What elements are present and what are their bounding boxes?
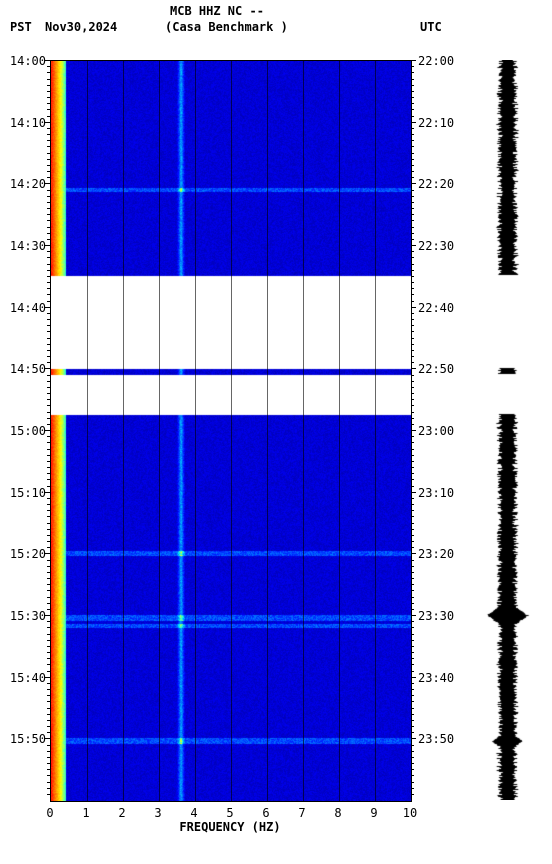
x-tick-label: 10 (403, 806, 417, 820)
y-left-tick-label: 14:20 (10, 177, 46, 191)
y-left-tick-label: 14:00 (10, 54, 46, 68)
x-axis-label: FREQUENCY (HZ) (50, 820, 410, 834)
y-right-tick-label: 23:20 (418, 547, 454, 561)
x-tick-label: 1 (82, 806, 89, 820)
y-axis-right: 22:0022:1022:2022:3022:4022:5023:0023:10… (418, 60, 460, 800)
y-right-tick-label: 23:40 (418, 671, 454, 685)
y-right-tick-label: 23:50 (418, 732, 454, 746)
x-tick-label: 8 (334, 806, 341, 820)
y-left-tick-label: 15:30 (10, 609, 46, 623)
x-tick-label: 0 (46, 806, 53, 820)
y-left-tick-label: 15:20 (10, 547, 46, 561)
y-left-tick-label: 15:00 (10, 424, 46, 438)
waveform-trace (485, 60, 530, 800)
y-right-tick-label: 22:20 (418, 177, 454, 191)
date-label: Nov30,2024 (45, 20, 117, 34)
spectrogram-plot (50, 60, 412, 802)
x-tick-label: 3 (154, 806, 161, 820)
chart-title: MCB HHZ NC -- (170, 4, 264, 18)
y-left-tick-label: 14:50 (10, 362, 46, 376)
y-right-tick-label: 23:00 (418, 424, 454, 438)
y-right-tick-label: 22:40 (418, 301, 454, 315)
y-left-tick-label: 15:40 (10, 671, 46, 685)
y-right-tick-label: 22:00 (418, 54, 454, 68)
x-tick-label: 4 (190, 806, 197, 820)
y-right-tick-label: 23:30 (418, 609, 454, 623)
y-left-tick-label: 14:40 (10, 301, 46, 315)
y-axis-left: 14:0014:1014:2014:3014:4014:5015:0015:10… (4, 60, 46, 800)
y-right-tick-label: 22:10 (418, 116, 454, 130)
x-tick-label: 7 (298, 806, 305, 820)
x-tick-label: 9 (370, 806, 377, 820)
right-timezone-label: UTC (420, 20, 442, 34)
y-left-tick-label: 15:10 (10, 486, 46, 500)
y-left-tick-label: 15:50 (10, 732, 46, 746)
x-tick-label: 2 (118, 806, 125, 820)
y-right-tick-label: 22:50 (418, 362, 454, 376)
y-left-tick-label: 14:10 (10, 116, 46, 130)
station-label: (Casa Benchmark ) (165, 20, 288, 34)
x-tick-label: 6 (262, 806, 269, 820)
y-left-tick-label: 14:30 (10, 239, 46, 253)
y-right-tick-label: 22:30 (418, 239, 454, 253)
y-right-tick-label: 23:10 (418, 486, 454, 500)
x-tick-label: 5 (226, 806, 233, 820)
x-axis: 012345678910 (50, 802, 410, 822)
left-timezone-label: PST (10, 20, 32, 34)
